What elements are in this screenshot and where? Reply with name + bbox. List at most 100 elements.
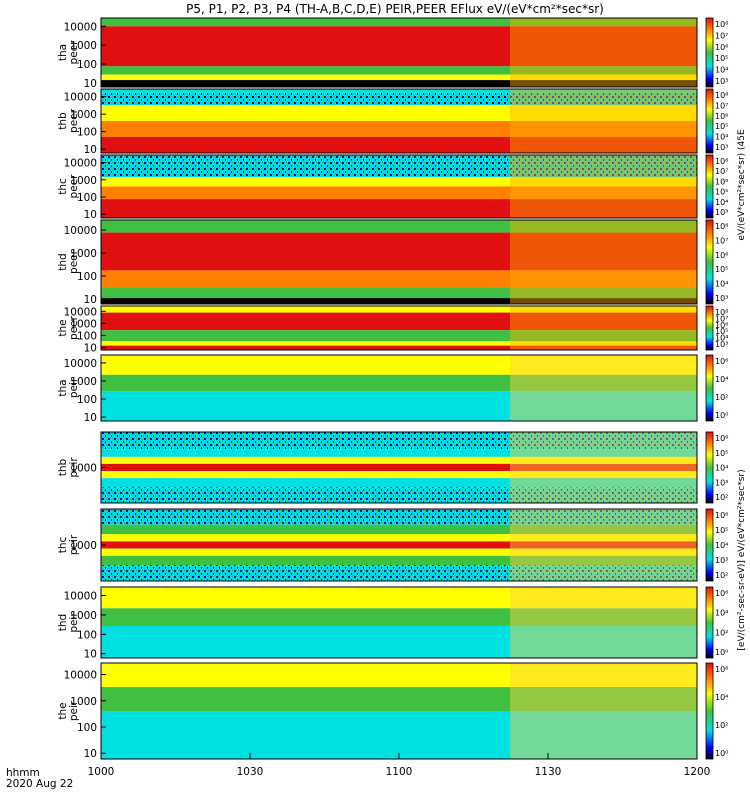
spectrogram-band	[101, 306, 697, 313]
colorbar-tick-label: 10⁴	[715, 609, 728, 618]
spectrogram-band	[101, 155, 697, 177]
panel-ylabel: thc	[57, 178, 69, 195]
spectrogram-band	[101, 587, 697, 609]
colorbar-tick-label: 10²	[715, 571, 728, 580]
spectrogram-band	[101, 330, 697, 342]
panel-frame	[100, 88, 698, 154]
colorbar-tick-label: 10³	[715, 77, 728, 86]
panel-ylabel: peer	[68, 249, 80, 274]
colorbar-tick-label: 10⁶	[715, 177, 728, 186]
y-tick-label: 1000	[70, 610, 97, 622]
spectrogram-late-region	[510, 18, 697, 87]
spectrogram-band	[101, 232, 697, 271]
panel-frame	[100, 354, 698, 422]
panel-ylabel: thb	[57, 112, 69, 130]
panel-thd-peir: thd peir 10000 1000 100 10 10⁶ 10⁴ 10² 10⁰	[57, 586, 728, 661]
spectrogram-band	[101, 186, 697, 200]
spectrogram-band	[101, 509, 697, 525]
panel-ylabel: thd	[57, 253, 69, 270]
spectrogram-band	[101, 608, 697, 627]
colorbar-tick-label: 10⁷	[715, 101, 728, 110]
x-tick-label: 1100	[386, 766, 413, 778]
y-tick-label: 10	[84, 748, 97, 760]
colorbar-tick-label: 10⁵	[715, 265, 728, 274]
spectrogram-band	[101, 287, 697, 299]
colorbar-tick-label: 10⁵	[715, 54, 728, 63]
panel-ylabel: peir	[68, 377, 80, 398]
colorbar	[705, 662, 714, 760]
panel-frame	[100, 154, 698, 219]
panel-thd-peer: thd peer 10000 1000 100 10 10⁸ 10⁷ 10⁶ 10⁵ 10⁴ 10³	[57, 219, 728, 306]
panel-ylabel: tha	[57, 44, 69, 61]
colorbar-tick-label: 10⁴	[715, 66, 728, 75]
colorbar-tick-label: 10⁷	[715, 31, 728, 40]
colorbar-tick-label: 10⁴	[715, 375, 728, 384]
colorbar	[705, 508, 714, 582]
spectrogram-band	[101, 298, 697, 304]
spectrogram-band	[101, 89, 697, 93]
spectrogram-band	[101, 137, 697, 153]
y-tick-label: 10	[84, 342, 97, 354]
panel-ylabel: thc	[57, 537, 69, 554]
spectrogram-band	[101, 555, 697, 566]
colorbar-tick-label: 10³	[715, 478, 728, 487]
colorbar-tick-label: 10⁸	[715, 308, 728, 317]
panel-ylabel: the	[57, 702, 69, 719]
colorbar-tick-label: 10⁴	[715, 133, 728, 142]
spectrogram-late-region	[510, 89, 697, 153]
y-tick-label: 10000	[64, 358, 97, 370]
spectrogram-band	[101, 341, 697, 346]
colorbar-tick-label: 10⁶	[715, 112, 728, 121]
colorbar-tick-label: 10⁴	[715, 198, 728, 207]
spectrogram-band	[101, 449, 697, 457]
colorbar-tick-label: 10⁴	[715, 541, 728, 550]
spectrogram-late-region	[510, 587, 697, 658]
x-axis-label-time: hhmm	[6, 767, 40, 779]
colorbar-tick-label: 10⁸	[715, 91, 728, 100]
panel-ylabel: tha	[57, 379, 69, 396]
y-tick-label: 100	[77, 629, 97, 641]
panel-ylabel: peir	[68, 457, 80, 478]
y-tick-label: 100	[77, 394, 97, 406]
y-tick-label: 100	[77, 127, 97, 139]
spectrogram-late-region	[510, 432, 697, 503]
spectrogram-band	[101, 312, 697, 331]
spectrogram-band	[101, 487, 697, 503]
y-tick-label: 1000	[70, 109, 97, 121]
y-tick-label: 1000	[70, 248, 97, 260]
panel-frame	[100, 586, 698, 659]
colorbar-tick-label: 10⁰	[715, 749, 728, 758]
colorbar-tick-label: 10⁴	[715, 334, 728, 343]
y-tick-label: 10	[84, 294, 97, 306]
panel-frame	[100, 219, 698, 305]
panel-ylabel: peer	[68, 315, 80, 340]
y-tick-label: 10000	[64, 670, 97, 682]
y-tick-label: 10000	[64, 591, 97, 603]
colorbar-tick-label: 10⁷	[715, 236, 728, 245]
y-tick-label: 10000	[64, 21, 97, 33]
spectrogram-band	[101, 105, 697, 121]
y-tick-label: 1000	[70, 463, 97, 475]
spectrogram-band	[101, 66, 697, 75]
colorbar	[705, 431, 714, 504]
spectrogram-late-region	[510, 155, 697, 218]
colorbar-tick-label: 10⁶	[715, 434, 728, 443]
y-tick-label: 10	[84, 412, 97, 424]
colorbar	[705, 586, 714, 659]
spectrogram-band	[101, 687, 697, 711]
colorbar-tick-label: 10⁶	[715, 251, 728, 260]
colorbar-tick-label: 10³	[715, 294, 728, 303]
colorbar-tick-label: 10⁴	[715, 280, 728, 289]
spectrogram-band	[101, 663, 697, 687]
spectrogram-band	[101, 374, 697, 392]
panel-ylabel: peir	[68, 700, 80, 721]
colorbar-tick-label: 10⁵	[715, 526, 728, 535]
spectrogram-band	[101, 463, 697, 471]
spectrogram-band	[101, 199, 697, 218]
colorbar-tick-label: 10⁵	[715, 327, 728, 336]
spectrogram-band	[101, 524, 697, 535]
colorbar-tick-label: 10²	[715, 628, 728, 637]
spectrogram-late-region	[510, 220, 697, 304]
